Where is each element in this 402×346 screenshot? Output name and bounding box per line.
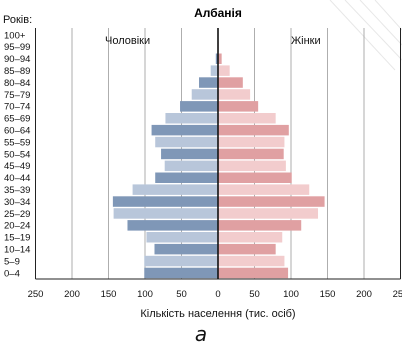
bar-female bbox=[218, 267, 289, 279]
x-tick-label: 250 bbox=[393, 289, 402, 300]
age-group-label: 100+ bbox=[4, 30, 26, 41]
x-tick-label: 0 bbox=[215, 289, 220, 300]
bar-female bbox=[218, 196, 325, 207]
bar-male bbox=[144, 255, 218, 267]
age-group-label: 25–29 bbox=[4, 209, 30, 220]
age-group-label: 75–79 bbox=[4, 90, 30, 101]
age-group-label: 70–74 bbox=[4, 102, 30, 113]
age-group-label: 45–49 bbox=[4, 161, 30, 172]
bar-female bbox=[218, 113, 276, 124]
decorative-stripes bbox=[329, 0, 402, 71]
bar-male bbox=[180, 101, 218, 112]
bar-male bbox=[151, 124, 218, 136]
x-tick-label: 100 bbox=[283, 289, 299, 300]
bar-female bbox=[218, 208, 319, 219]
bar-female bbox=[218, 101, 259, 112]
bar-male bbox=[112, 196, 218, 207]
bar-female bbox=[218, 65, 230, 76]
bar-male bbox=[155, 136, 218, 148]
bar-female bbox=[218, 160, 286, 172]
age-group-label: 65–69 bbox=[4, 114, 30, 125]
bar-male bbox=[155, 172, 218, 183]
bar-female bbox=[218, 53, 222, 64]
x-tick-label: 250 bbox=[28, 289, 44, 300]
x-tick-label: 200 bbox=[356, 289, 372, 300]
age-group-label: 15–19 bbox=[4, 233, 30, 244]
age-group-label: 10–14 bbox=[4, 244, 30, 255]
x-tick-label: 50 bbox=[249, 289, 260, 300]
bar-female bbox=[218, 255, 285, 267]
bar-female bbox=[218, 220, 302, 231]
bar-male bbox=[146, 232, 218, 243]
bar-male bbox=[165, 113, 218, 124]
age-group-label: 60–64 bbox=[4, 125, 30, 136]
x-tick-label: 150 bbox=[101, 289, 117, 300]
age-group-labels: 100+95–9990–9485–8980–8475–7970–7465–696… bbox=[4, 30, 30, 279]
bar-female bbox=[218, 89, 251, 100]
legend-male-label: Чоловіки bbox=[105, 35, 150, 47]
bar-female bbox=[218, 136, 285, 148]
bar-male bbox=[132, 184, 218, 195]
age-group-label: 35–39 bbox=[4, 185, 30, 196]
figure-caption: а bbox=[194, 322, 208, 346]
age-group-label: 0–4 bbox=[4, 268, 20, 279]
bar-male bbox=[199, 77, 218, 88]
age-group-label: 95–99 bbox=[4, 42, 30, 53]
bars bbox=[112, 41, 325, 279]
bar-male bbox=[191, 89, 218, 100]
bar-male bbox=[210, 65, 218, 76]
bar-female bbox=[218, 148, 284, 160]
bar-female bbox=[218, 243, 276, 255]
bar-male bbox=[154, 243, 218, 255]
bar-male bbox=[164, 160, 218, 172]
y-axis-title: Років: bbox=[3, 14, 32, 26]
age-group-label: 85–89 bbox=[4, 66, 30, 77]
age-group-label: 20–24 bbox=[4, 221, 30, 232]
bar-female bbox=[218, 124, 289, 136]
bar-male bbox=[127, 220, 218, 231]
x-axis-label: Кількість населення (тис. осіб) bbox=[140, 308, 295, 320]
x-tick-label: 50 bbox=[176, 289, 187, 300]
age-group-label: 5–9 bbox=[4, 256, 20, 267]
x-tick-label: 200 bbox=[64, 289, 80, 300]
age-group-label: 90–94 bbox=[4, 54, 30, 65]
bar-male bbox=[144, 267, 218, 279]
bar-male bbox=[215, 53, 218, 64]
bar-male bbox=[161, 148, 218, 160]
age-group-label: 80–84 bbox=[4, 78, 30, 89]
age-group-label: 55–59 bbox=[4, 137, 30, 148]
bar-female bbox=[218, 77, 243, 88]
x-tick-label: 100 bbox=[137, 289, 153, 300]
bar-male bbox=[113, 208, 218, 219]
bar-female bbox=[218, 232, 283, 243]
age-group-label: 50–54 bbox=[4, 149, 30, 160]
age-group-label: 30–34 bbox=[4, 197, 30, 208]
chart-title: Албанія bbox=[194, 6, 242, 20]
x-tick-labels: 250 200 150 100 50 0 50 100 150 200 250 bbox=[28, 289, 402, 300]
legend-female-label: Жінки bbox=[291, 35, 321, 47]
bar-female bbox=[218, 184, 310, 195]
bar-female bbox=[218, 172, 292, 183]
x-tick-label: 150 bbox=[320, 289, 336, 300]
age-group-label: 40–44 bbox=[4, 173, 30, 184]
